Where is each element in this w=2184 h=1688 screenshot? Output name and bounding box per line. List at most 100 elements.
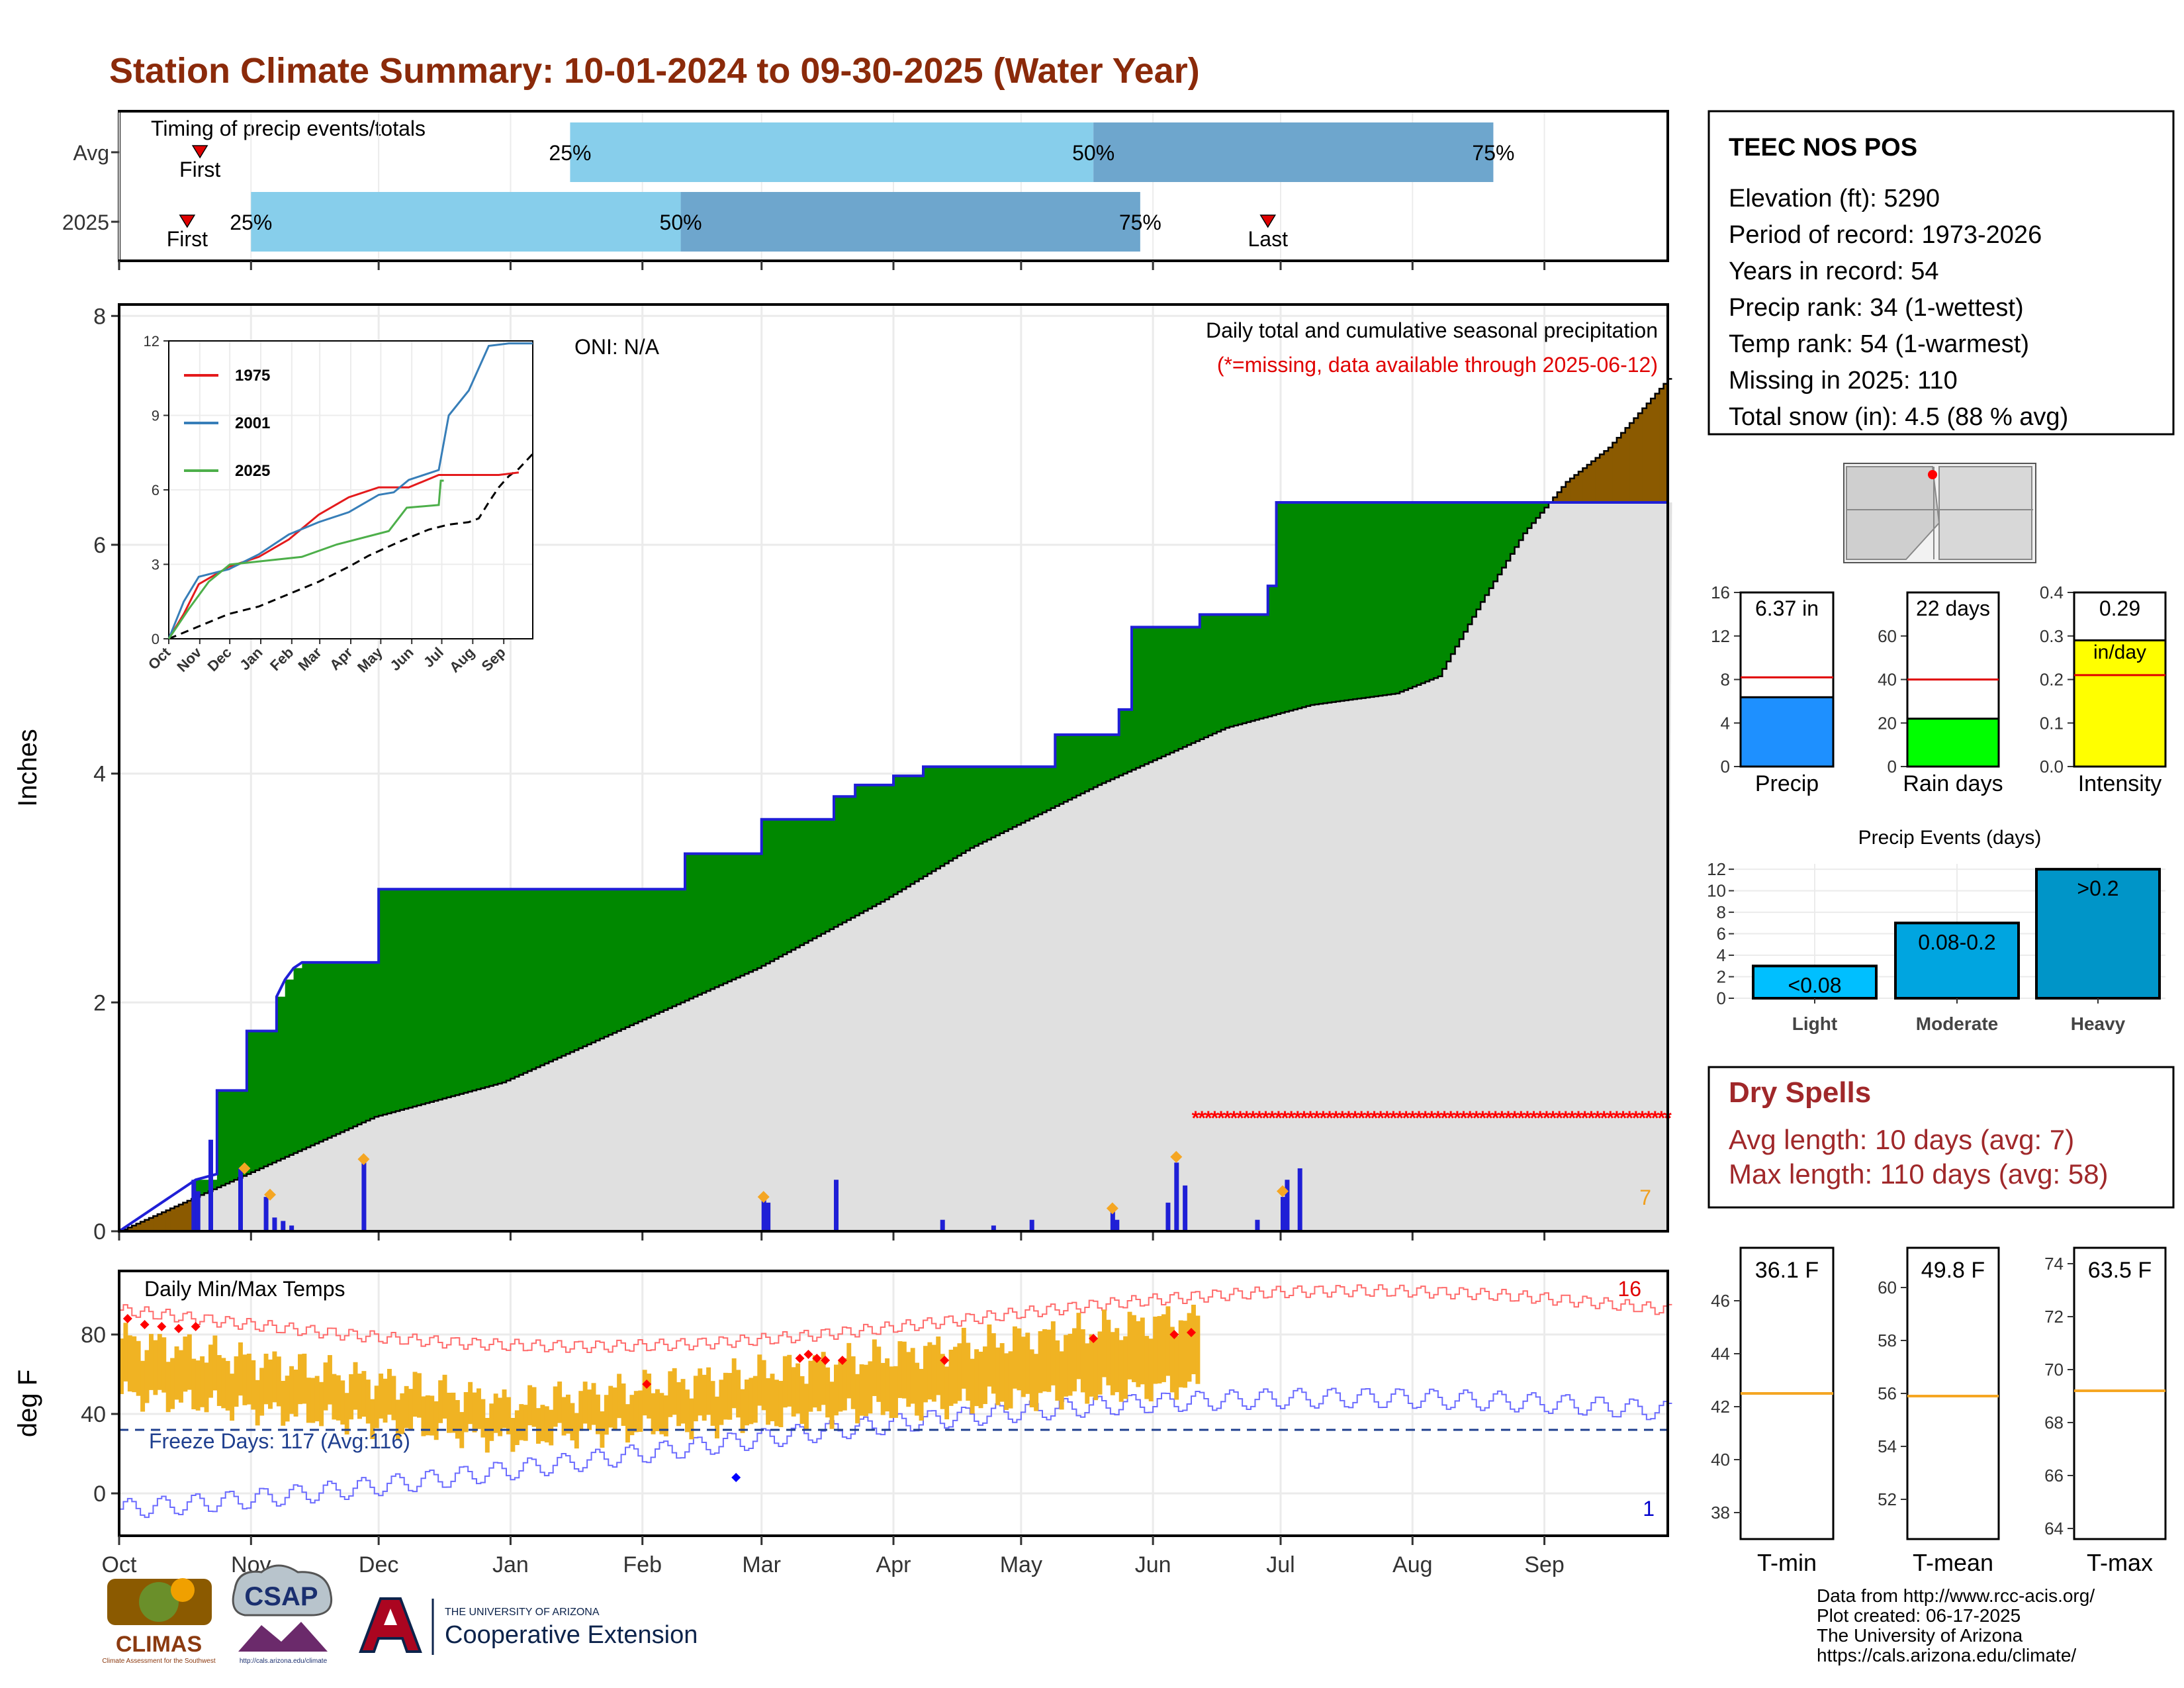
- timing-marker: [1259, 214, 1277, 228]
- above-average-fill: [1025, 767, 1030, 821]
- above-average-fill: [864, 784, 869, 912]
- above-average-fill: [1004, 767, 1009, 831]
- above-average-fill: [1169, 627, 1175, 753]
- footer-line: Data from http://www.rcc-acis.org/: [1817, 1585, 2095, 1606]
- above-average-fill: [991, 767, 996, 838]
- missing-marker: *: [1619, 1107, 1627, 1129]
- below-average-fill: [1633, 418, 1639, 503]
- above-average-fill: [1285, 502, 1290, 712]
- above-average-fill: [1187, 627, 1192, 745]
- record-high-marker: [795, 1354, 805, 1363]
- daily-temp-bar: [752, 1376, 758, 1423]
- daily-temp-bar: [655, 1389, 660, 1432]
- above-average-fill: [1340, 502, 1345, 701]
- daily-precip-bar: [263, 1197, 269, 1231]
- above-average-fill: [395, 889, 400, 1111]
- daily-temp-bar: [225, 1360, 230, 1411]
- daily-temp-bar: [1191, 1305, 1196, 1374]
- above-average-fill: [1395, 502, 1400, 694]
- daily-temp-bar: [268, 1359, 273, 1409]
- below-average-fill: [1600, 454, 1605, 503]
- above-average-fill: [668, 889, 673, 1008]
- above-average-fill: [200, 1180, 205, 1196]
- above-average-fill: [379, 889, 384, 1116]
- above-average-fill: [1072, 734, 1077, 798]
- above-average-fill: [974, 767, 979, 846]
- above-average-fill: [1246, 614, 1251, 722]
- above-average-fill: [698, 853, 703, 995]
- daily-temp-bar: [344, 1393, 349, 1435]
- above-average-fill: [774, 819, 780, 959]
- above-average-fill: [872, 784, 877, 907]
- mini-bar-fill: [1906, 718, 2000, 768]
- daily-temp-bar: [1034, 1354, 1039, 1411]
- timing-marker-label: First: [179, 158, 220, 181]
- above-average-fill: [651, 889, 656, 1016]
- temp-box-ytick: 38: [1711, 1503, 1730, 1523]
- above-average-fill: [234, 1090, 239, 1180]
- above-average-fill: [1540, 502, 1545, 513]
- above-average-fill: [817, 819, 822, 937]
- daily-temp-bar: [221, 1358, 226, 1409]
- above-average-fill: [1455, 502, 1460, 647]
- below-average-fill: [127, 1227, 132, 1231]
- missing-marker: *: [1377, 1107, 1385, 1129]
- above-average-fill: [1148, 627, 1154, 763]
- timing-bar-late: [1093, 122, 1494, 182]
- daily-temp-bar: [447, 1392, 451, 1433]
- above-average-fill: [1136, 627, 1141, 768]
- mini-bar-value: 22 days: [1916, 596, 1990, 620]
- missing-marker: *: [1524, 1107, 1531, 1129]
- daily-temp-bar: [195, 1360, 201, 1411]
- below-average-fill: [144, 1219, 150, 1231]
- above-average-fill: [1348, 502, 1353, 700]
- temp-box-ytick: 60: [1878, 1278, 1897, 1297]
- above-average-fill: [1267, 586, 1273, 717]
- daily-temp-bar: [395, 1399, 400, 1440]
- daily-temp-bar: [842, 1358, 847, 1411]
- events-ytick: 12: [1707, 859, 1726, 879]
- daily-temp-bar: [1038, 1331, 1043, 1393]
- freeze-label: Freeze Days: 117 (Avg:116): [149, 1429, 410, 1453]
- daily-temp-bar: [966, 1342, 971, 1401]
- daily-temp-bar: [463, 1392, 469, 1432]
- above-average-fill: [791, 819, 796, 950]
- daily-temp-bar: [885, 1358, 890, 1412]
- above-average-fill: [404, 889, 409, 1109]
- daily-temp-bar: [502, 1389, 507, 1429]
- missing-marker: *: [1345, 1107, 1353, 1129]
- above-average-fill: [204, 1180, 209, 1194]
- temps-ytick: 80: [81, 1323, 106, 1348]
- above-average-fill: [638, 889, 643, 1022]
- precip-caption: Daily total and cumulative seasonal prec…: [1206, 318, 1658, 342]
- inset-ytick: 3: [152, 557, 159, 573]
- daily-temp-bar: [157, 1334, 162, 1390]
- daily-temp-bar: [791, 1367, 796, 1417]
- above-average-fill: [1174, 627, 1179, 751]
- above-average-fill: [1323, 502, 1328, 704]
- above-average-fill: [281, 996, 286, 1159]
- daily-temp-bar: [953, 1346, 958, 1404]
- above-average-fill: [1080, 734, 1085, 794]
- below-average-fill: [136, 1223, 141, 1231]
- daily-temp-bar: [442, 1374, 447, 1419]
- mini-bar-ytick: 12: [1711, 626, 1730, 646]
- above-average-fill: [1391, 502, 1396, 694]
- above-average-fill: [1029, 767, 1034, 819]
- above-average-fill: [1195, 627, 1201, 741]
- daily-temp-bar: [919, 1368, 924, 1421]
- below-average-fill: [1591, 461, 1596, 503]
- daily-temp-bar: [468, 1382, 473, 1425]
- below-average-fill: [170, 1208, 175, 1231]
- station-info-line: Period of record: 1973-2026: [1729, 221, 2042, 249]
- missing-marker: *: [1428, 1107, 1435, 1129]
- daily-temp-bar: [357, 1374, 362, 1419]
- daily-temp-bar: [1169, 1327, 1175, 1393]
- above-average-fill: [221, 1090, 226, 1186]
- daily-temp-bar: [187, 1334, 192, 1390]
- above-average-fill: [1229, 614, 1234, 727]
- above-average-fill: [766, 819, 771, 964]
- record-high-marker: [157, 1322, 167, 1331]
- above-average-fill: [1204, 614, 1209, 737]
- daily-temp-bar: [868, 1361, 873, 1414]
